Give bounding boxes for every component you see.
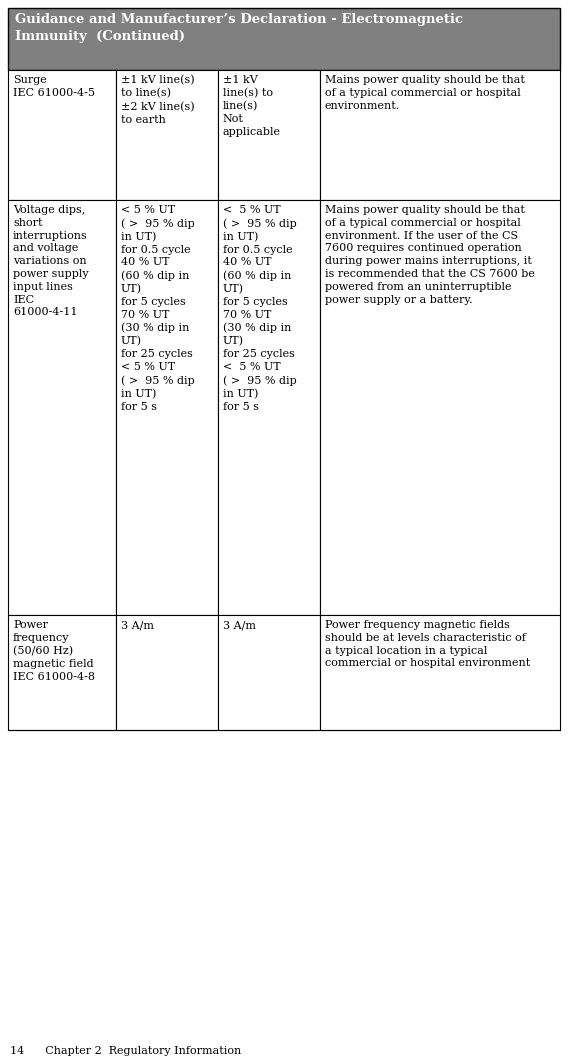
Text: 14      Chapter 2  Regulatory Information: 14 Chapter 2 Regulatory Information — [10, 1046, 241, 1055]
Text: 3 A/m: 3 A/m — [223, 620, 256, 630]
Text: ±1 kV
line(s) to
line(s)
Not
applicable: ±1 kV line(s) to line(s) Not applicable — [223, 74, 281, 137]
Text: Voltage dips,
short
interruptions
and voltage
variations on
power supply
input l: Voltage dips, short interruptions and vo… — [13, 205, 89, 317]
Bar — [116, 615, 218, 730]
Text: Power frequency magnetic fields
should be at levels characteristic of
a typical : Power frequency magnetic fields should b… — [325, 620, 530, 668]
Bar — [8, 9, 560, 70]
Bar — [320, 615, 560, 730]
Text: Surge
IEC 61000-4-5: Surge IEC 61000-4-5 — [13, 74, 95, 98]
Bar — [8, 615, 116, 730]
Text: Mains power quality should be that
of a typical commercial or hospital
environme: Mains power quality should be that of a … — [325, 74, 525, 111]
Bar — [218, 615, 320, 730]
Bar — [116, 200, 218, 615]
Bar — [320, 70, 560, 200]
Bar — [218, 200, 320, 615]
Bar — [116, 70, 218, 200]
Text: ±1 kV line(s)
to line(s)
±2 kV line(s)
to earth: ±1 kV line(s) to line(s) ±2 kV line(s) t… — [120, 74, 194, 124]
Text: < 5 % UT
( >  95 % dip
in UT)
for 0.5 cycle
40 % UT
(60 % dip in
UT)
for 5 cycle: < 5 % UT ( > 95 % dip in UT) for 0.5 cyc… — [120, 205, 194, 412]
Text: Power
frequency
(50/60 Hz)
magnetic field
IEC 61000-4-8: Power frequency (50/60 Hz) magnetic fiel… — [13, 620, 95, 682]
Text: 3 A/m: 3 A/m — [120, 620, 153, 630]
Bar — [8, 70, 116, 200]
Bar — [8, 200, 116, 615]
Text: Mains power quality should be that
of a typical commercial or hospital
environme: Mains power quality should be that of a … — [325, 205, 534, 304]
Text: <  5 % UT
( >  95 % dip
in UT)
for 0.5 cycle
40 % UT
(60 % dip in
UT)
for 5 cycl: < 5 % UT ( > 95 % dip in UT) for 0.5 cyc… — [223, 205, 296, 412]
Text: Guidance and Manufacturer’s Declaration - Electromagnetic
Immunity  (Continued): Guidance and Manufacturer’s Declaration … — [15, 13, 463, 43]
Bar — [218, 70, 320, 200]
Bar — [320, 200, 560, 615]
